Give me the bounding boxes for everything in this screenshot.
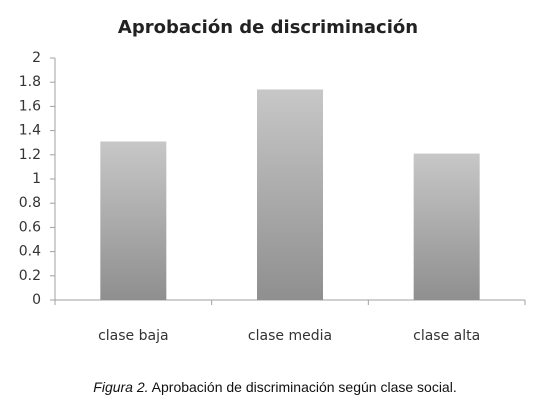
y-tick-label: 0.2 <box>19 268 41 284</box>
bar <box>257 89 323 301</box>
y-tick-label: 0.6 <box>19 219 41 235</box>
x-tick-label: clase baja <box>98 328 168 344</box>
y-tick-label: 1.2 <box>19 147 41 163</box>
y-tick-label: 0 <box>32 292 41 308</box>
y-tick-label: 0.4 <box>19 244 41 260</box>
caption-label: Figura 2. <box>93 379 148 395</box>
x-tick-label: clase media <box>248 328 332 344</box>
chart-title: Aprobación de discriminación <box>118 17 418 38</box>
y-tick-label: 0.8 <box>19 195 41 211</box>
y-tick-label: 1 <box>32 171 41 187</box>
caption-text: Aprobación de discriminación según clase… <box>152 379 457 395</box>
caption: Figura 2. Aprobación de discriminación s… <box>93 379 456 395</box>
bar <box>100 141 167 300</box>
bar <box>413 153 480 300</box>
y-tick-label: 1.6 <box>19 98 41 114</box>
y-tick-label: 1.8 <box>19 74 41 90</box>
y-tick-label: 2 <box>32 50 41 66</box>
x-tick-label: clase alta <box>413 328 480 344</box>
y-tick-label: 1.4 <box>19 123 41 139</box>
